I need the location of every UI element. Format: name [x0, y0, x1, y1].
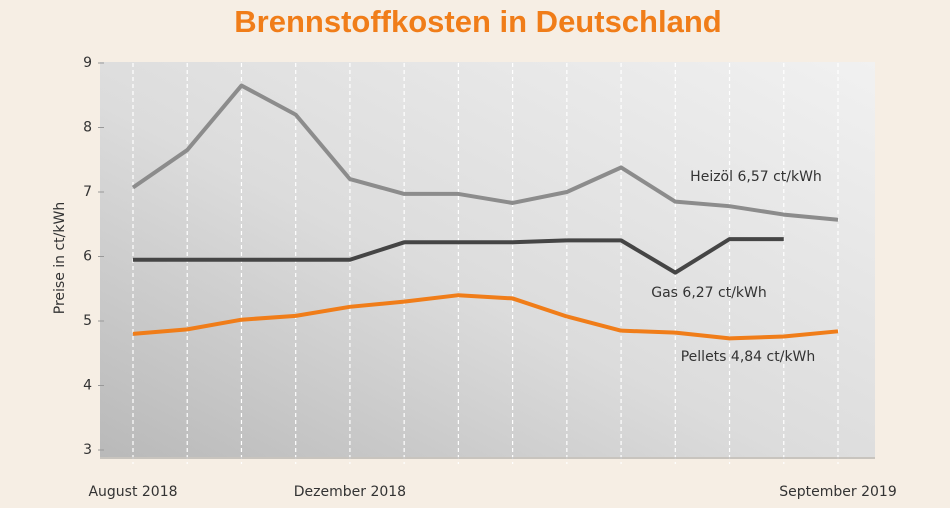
x-tick-label: September 2019 — [779, 484, 896, 500]
y-axis-label: Preise in ct/kWh — [52, 202, 68, 314]
series-label: Gas 6,27 ct/kWh — [651, 285, 767, 301]
y-tick-label: 7 — [83, 184, 92, 200]
series-label: Heizöl 6,57 ct/kWh — [690, 169, 822, 185]
y-tick-label: 5 — [83, 313, 92, 329]
series-label: Pellets 4,84 ct/kWh — [681, 349, 816, 365]
y-tick-label: 9 — [83, 55, 92, 71]
x-tick-label: Dezember 2018 — [294, 484, 406, 500]
page: Brennstoffkosten in Deutschland Preise i… — [0, 0, 950, 508]
y-tick-label: 8 — [83, 120, 92, 136]
y-tick-label: 4 — [83, 378, 92, 394]
chart: Brennstoffkosten in Deutschland Preise i… — [0, 0, 950, 508]
x-tick-label: August 2018 — [88, 484, 177, 500]
y-tick-label: 6 — [83, 249, 92, 265]
chart-title: Brennstoffkosten in Deutschland — [234, 4, 721, 39]
y-tick-label: 3 — [83, 442, 92, 458]
